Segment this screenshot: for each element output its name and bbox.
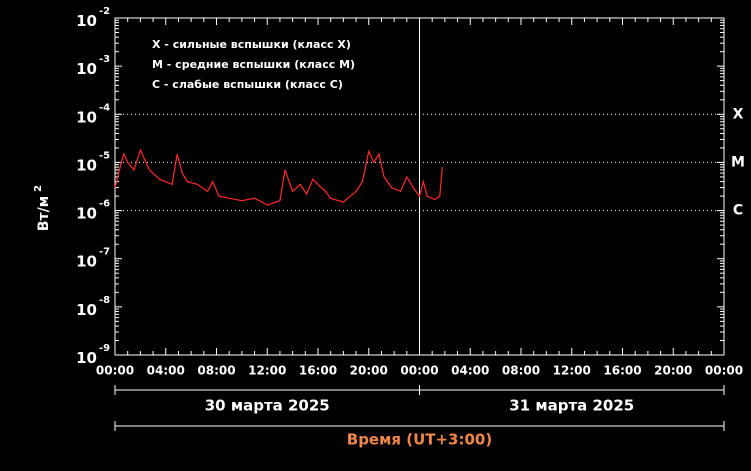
y-tick-exponent: -8 [99, 295, 110, 306]
y-tick-exponent: -3 [99, 54, 110, 65]
y-axis-label: Вт/м 2 [33, 185, 52, 231]
y-tick-base: 10 [76, 12, 97, 30]
y-tick-exponent: -6 [99, 199, 110, 210]
x-tick-label: 00:00 [400, 364, 438, 378]
x-tick-label: 00:00 [705, 364, 743, 378]
x-tick-label: 04:00 [451, 364, 489, 378]
x-tick-label: 08:00 [502, 364, 540, 378]
date-label: 31 марта 2025 [509, 397, 634, 415]
y-tick-label: 10 -2 [76, 6, 110, 30]
y-tick-base: 10 [76, 108, 97, 126]
x-tick-label: 16:00 [603, 364, 641, 378]
x-tick-label: 12:00 [553, 364, 591, 378]
y-tick-label: 10 -6 [76, 199, 110, 223]
y-tick-base: 10 [76, 60, 97, 78]
y-tick-exponent: -7 [99, 247, 110, 258]
y-tick-exponent: -2 [99, 6, 110, 17]
legend-text: X - сильные вспышки (класс X) [152, 38, 351, 51]
level-label: C [733, 203, 743, 219]
y-tick-base: 10 [76, 252, 97, 270]
y-tick-label: 10 -4 [76, 102, 110, 126]
x-tick-label: 00:00 [96, 364, 134, 378]
y-tick-exponent: -5 [99, 150, 110, 161]
x-axis-label: Время (UT+3:00) [347, 431, 492, 449]
y-tick-exponent: -4 [99, 102, 110, 113]
y-tick-base: 10 [76, 300, 97, 318]
y-tick-base: 10 [76, 156, 97, 174]
x-tick-label: 16:00 [299, 364, 337, 378]
y-tick-label: 10 -7 [76, 247, 110, 271]
y-tick-base: 10 [76, 349, 97, 367]
x-tick-label: 08:00 [197, 364, 235, 378]
y-tick-base: 10 [76, 204, 97, 222]
y-tick-label: 10 -3 [76, 54, 110, 78]
y-label-base: Вт/м [36, 196, 52, 231]
flux-line [114, 148, 443, 206]
y-tick-exponent: -9 [99, 343, 110, 354]
legend-text: M - средние вспышки (класс M) [152, 58, 355, 71]
level-label: X [733, 106, 744, 122]
y-tick-label: 10 -5 [76, 150, 110, 174]
x-tick-label: 20:00 [654, 364, 692, 378]
date-label: 30 марта 2025 [205, 397, 330, 415]
x-tick-label: 12:00 [248, 364, 286, 378]
level-label: M [731, 154, 745, 170]
y-tick-label: 10 -9 [76, 343, 110, 367]
y-label-exponent: 2 [33, 185, 44, 192]
x-tick-label: 04:00 [147, 364, 185, 378]
x-tick-label: 20:00 [350, 364, 388, 378]
y-tick-label: 10 -8 [76, 295, 110, 319]
legend-text: C - слабые вспышки (класс C) [152, 78, 343, 91]
